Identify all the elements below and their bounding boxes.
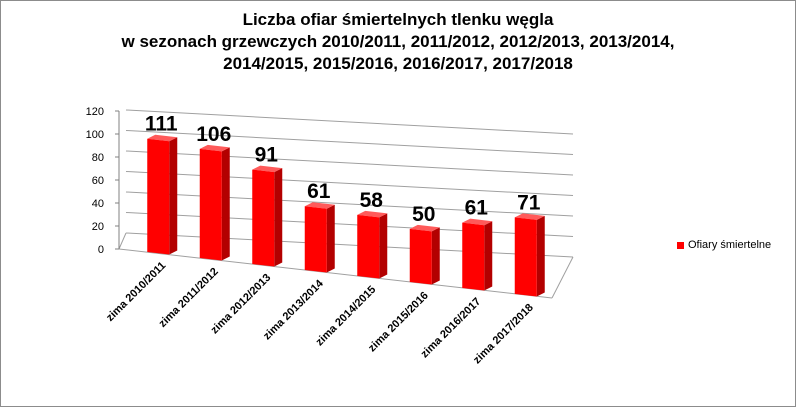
gridline <box>125 191 574 217</box>
chart-title: Liczba ofiar śmiertelnych tlenku węgla w… <box>1 9 795 75</box>
bar <box>199 148 222 261</box>
y-tick-label: 80 <box>92 152 104 164</box>
data-label: 71 <box>517 191 541 214</box>
bar-side <box>536 215 545 297</box>
bar-top <box>409 224 440 232</box>
gridline <box>125 232 574 258</box>
chart-title-line-3: 2014/2015, 2015/2016, 2016/2017, 2017/20… <box>223 54 573 73</box>
x-tick-label: zima 2013/2014 <box>261 277 326 342</box>
floor-right-edge <box>551 256 574 299</box>
x-tick-label: zima 2011/2012 <box>157 266 221 330</box>
y-tick-label: 20 <box>92 221 104 233</box>
bar <box>462 222 485 291</box>
bar-side <box>169 137 178 255</box>
gridline <box>125 150 574 176</box>
bar <box>357 214 380 279</box>
legend-swatch <box>677 241 684 249</box>
data-label: 58 <box>360 189 384 212</box>
bar <box>304 206 327 273</box>
bar-side <box>221 147 230 261</box>
bar-side <box>484 221 493 291</box>
bar-side <box>326 204 335 273</box>
x-tick-label: zima 2016/2017 <box>419 296 484 361</box>
bar-top <box>252 165 283 173</box>
data-label: 50 <box>412 203 435 226</box>
chart-title-line-1: Liczba ofiar śmiertelnych tlenku węgla <box>242 10 554 29</box>
data-label: 61 <box>307 180 331 203</box>
bar-side <box>431 227 440 285</box>
bar-top <box>304 202 335 209</box>
y-tick-label: 40 <box>92 198 104 210</box>
bar-side <box>274 168 283 267</box>
y-tick-label: 0 <box>98 244 104 256</box>
x-tick-label: zima 2010/2011 <box>104 260 168 324</box>
bar-side <box>379 213 388 279</box>
data-label: 61 <box>465 197 489 220</box>
x-tick-label: zima 2015/2016 <box>366 290 431 355</box>
floor-left-edge <box>118 232 127 250</box>
gridline <box>125 171 574 196</box>
bar-top <box>462 218 493 226</box>
legend: Ofiary śmiertelne <box>677 239 771 251</box>
y-tick-label: 60 <box>92 175 104 187</box>
gridline <box>125 212 574 237</box>
data-label: 106 <box>196 123 231 146</box>
gridline <box>125 109 574 135</box>
gridline <box>125 130 574 155</box>
x-tick-label: zima 2012/2013 <box>209 272 274 337</box>
legend-label: Ofiary śmiertelne <box>688 239 772 251</box>
bar <box>147 138 170 255</box>
bar-top <box>514 213 545 220</box>
y-tick-label: 120 <box>86 106 104 118</box>
x-tick-label: zima 2014/2015 <box>314 284 379 349</box>
bar <box>409 228 432 285</box>
bar-top <box>147 134 178 142</box>
chart-title-line-2: w sezonach grzewczych 2010/2011, 2011/20… <box>121 32 675 51</box>
bar <box>252 169 275 267</box>
bar <box>514 217 537 297</box>
data-label: 111 <box>145 113 178 136</box>
bar-top <box>199 144 230 152</box>
data-label: 91 <box>255 144 279 167</box>
y-tick-label: 100 <box>86 129 104 141</box>
x-tick-label: zima 2017/2018 <box>471 302 536 367</box>
bar-top <box>357 210 388 218</box>
